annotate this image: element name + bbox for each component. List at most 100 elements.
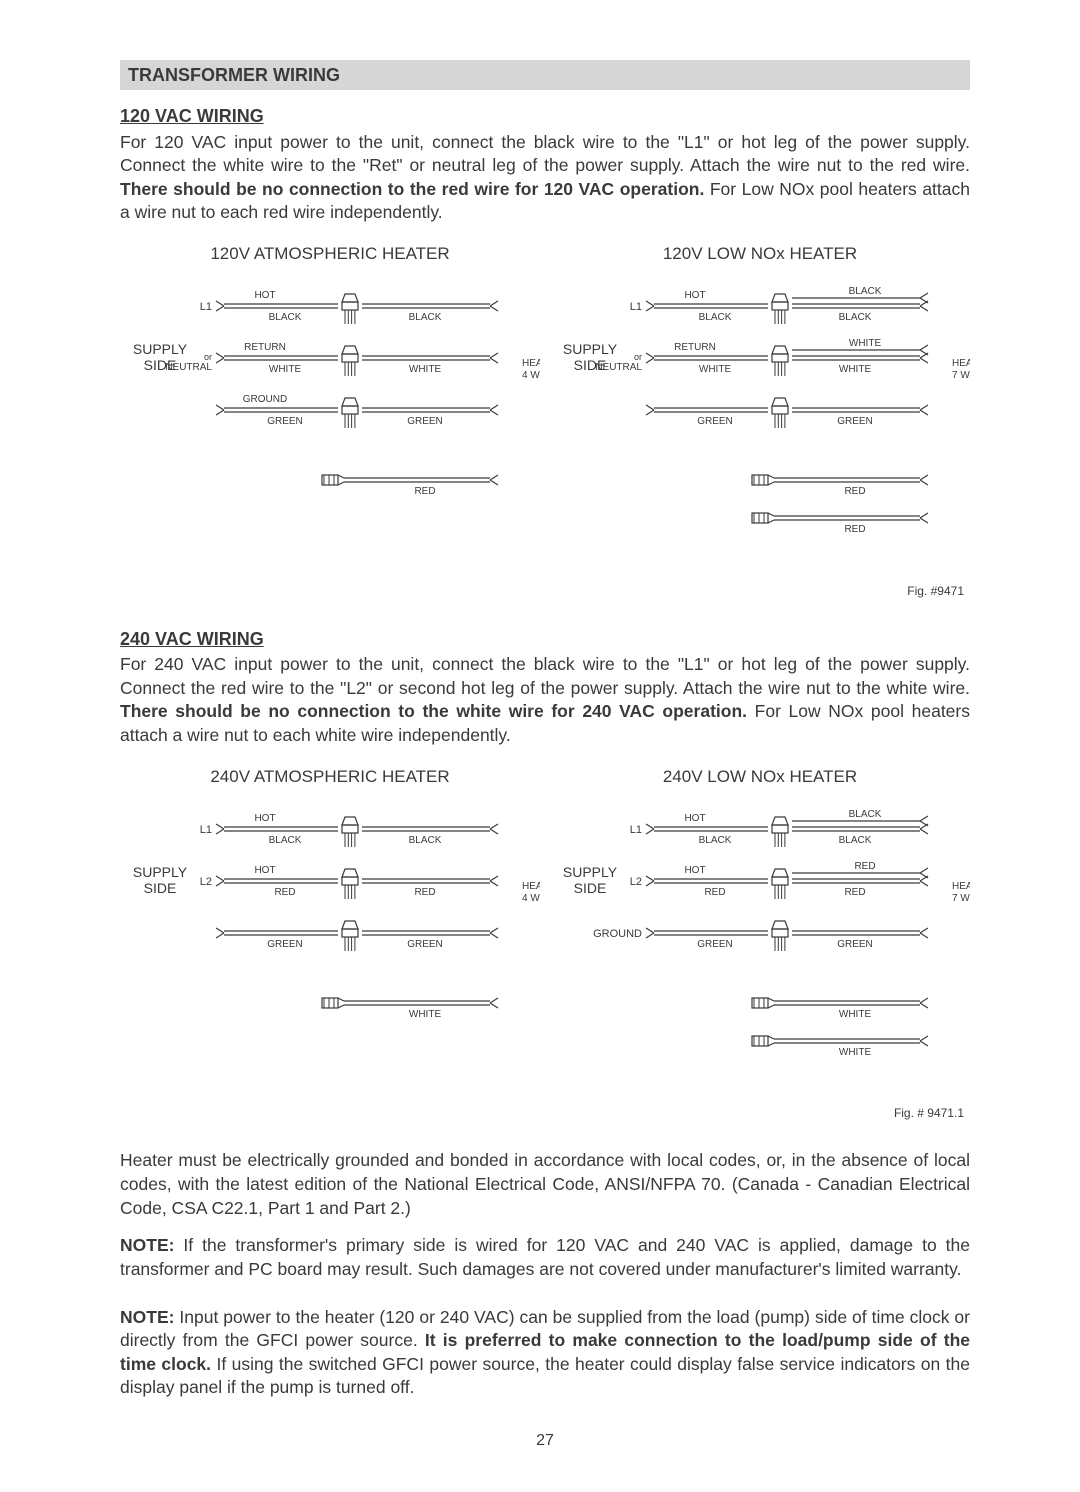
svg-text:RED: RED	[854, 861, 875, 872]
svg-text:BLACK: BLACK	[699, 835, 732, 846]
svg-text:WHITE: WHITE	[839, 1047, 872, 1058]
note-2: NOTE: Input power to the heater (120 or …	[120, 1306, 970, 1401]
svg-text:or: or	[634, 352, 642, 362]
svg-text:RETURN: RETURN	[674, 342, 716, 353]
svg-text:SUPPLY: SUPPLY	[563, 864, 618, 880]
t: If the transformer's primary side is wir…	[120, 1235, 970, 1279]
svg-text:4 WIRES: 4 WIRES	[522, 370, 540, 381]
wiring-diagram: SUPPLYSIDE HEATER7 WIRES L1 HOT BLACK BLACK BL…	[550, 799, 970, 1099]
svg-text:BLACK: BLACK	[409, 312, 442, 323]
wiring-diagram: SUPPLYSIDEHEATER7 WIRESL1HOTBLACKBLACKBL…	[550, 276, 970, 576]
wiring-diagram: SUPPLYSIDE HEATER4 WIRES L1 HOT BLACK BLACK L2…	[120, 799, 540, 1059]
section-header: TRANSFORMER WIRING	[120, 60, 970, 90]
svg-text:GREEN: GREEN	[267, 939, 303, 950]
svg-text:HOT: HOT	[254, 813, 275, 824]
svg-text:HOT: HOT	[684, 865, 705, 876]
wiring-diagram: SUPPLYSIDEHEATER4 WIRESL1HOTBLACKBLACKRE…	[120, 276, 540, 536]
svg-text:or: or	[204, 352, 212, 362]
svg-text:BLACK: BLACK	[269, 312, 302, 323]
diag-title: 240V ATMOSPHERIC HEATER	[120, 766, 540, 789]
svg-text:HOT: HOT	[254, 865, 275, 876]
diag-title: 120V LOW NOx HEATER	[550, 243, 970, 266]
svg-text:4 WIRES: 4 WIRES	[522, 893, 540, 904]
svg-text:HOT: HOT	[254, 290, 275, 301]
svg-text:RED: RED	[414, 887, 435, 898]
svg-text:BLACK: BLACK	[849, 286, 882, 297]
svg-text:RETURN: RETURN	[244, 342, 286, 353]
svg-text:GREEN: GREEN	[267, 416, 303, 427]
para-ground: Heater must be electrically grounded and…	[120, 1149, 970, 1220]
svg-text:BLACK: BLACK	[839, 312, 872, 323]
subheading-240: 240 VAC WIRING	[120, 627, 970, 651]
svg-text:SIDE: SIDE	[144, 880, 177, 896]
svg-text:BLACK: BLACK	[409, 835, 442, 846]
svg-text:GROUND: GROUND	[593, 928, 642, 940]
svg-text:L1: L1	[630, 824, 642, 836]
para-240: For 240 VAC input power to the unit, con…	[120, 653, 970, 748]
svg-text:SUPPLY: SUPPLY	[563, 341, 618, 357]
t: For 120 VAC input power to the unit, con…	[120, 132, 970, 176]
svg-text:GREEN: GREEN	[697, 416, 733, 427]
svg-text:L1: L1	[200, 824, 212, 836]
t-bold: There should be no connection to the whi…	[120, 701, 747, 721]
svg-text:GREEN: GREEN	[837, 939, 873, 950]
svg-text:BLACK: BLACK	[269, 835, 302, 846]
note-label: NOTE:	[120, 1307, 174, 1327]
svg-text:GROUND: GROUND	[243, 394, 287, 405]
svg-text:NEUTRAL: NEUTRAL	[595, 362, 642, 373]
note-label: NOTE:	[120, 1235, 174, 1255]
svg-text:RED: RED	[844, 486, 865, 497]
svg-text:SUPPLY: SUPPLY	[133, 341, 188, 357]
svg-text:BLACK: BLACK	[849, 809, 882, 820]
svg-text:RED: RED	[704, 887, 725, 898]
diag-120-atmos: 120V ATMOSPHERIC HEATER SUPPLYSIDEHEATER…	[120, 243, 540, 599]
svg-text:7 WIRES: 7 WIRES	[952, 370, 970, 381]
svg-text:SUPPLY: SUPPLY	[133, 864, 188, 880]
t: For 240 VAC input power to the unit, con…	[120, 654, 970, 698]
svg-text:HEATER: HEATER	[952, 358, 970, 369]
svg-text:RED: RED	[844, 887, 865, 898]
svg-text:L1: L1	[630, 301, 642, 313]
svg-text:GREEN: GREEN	[407, 939, 443, 950]
svg-text:L2: L2	[200, 876, 212, 888]
note-1: NOTE: If the transformer's primary side …	[120, 1234, 970, 1281]
svg-text:WHITE: WHITE	[849, 338, 882, 349]
svg-text:WHITE: WHITE	[269, 364, 302, 375]
svg-text:SIDE: SIDE	[574, 880, 607, 896]
svg-text:WHITE: WHITE	[839, 1009, 872, 1020]
svg-text:L2: L2	[630, 876, 642, 888]
figure-number: Fig. #9471	[550, 583, 970, 599]
svg-text:HEATER: HEATER	[952, 881, 970, 892]
svg-text:WHITE: WHITE	[409, 1009, 442, 1020]
svg-text:HOT: HOT	[684, 290, 705, 301]
diag-title: 240V LOW NOx HEATER	[550, 766, 970, 789]
svg-text:NEUTRAL: NEUTRAL	[165, 362, 212, 373]
svg-text:BLACK: BLACK	[699, 312, 732, 323]
diag-240-lownox: 240V LOW NOx HEATER SUPPLYSIDE HEATER7 WI…	[550, 766, 970, 1122]
svg-text:L1: L1	[200, 301, 212, 313]
svg-text:HEATER: HEATER	[522, 881, 540, 892]
svg-text:HOT: HOT	[684, 813, 705, 824]
diag-title: 120V ATMOSPHERIC HEATER	[120, 243, 540, 266]
svg-text:WHITE: WHITE	[409, 364, 442, 375]
svg-text:BLACK: BLACK	[839, 835, 872, 846]
svg-text:GREEN: GREEN	[407, 416, 443, 427]
svg-text:RED: RED	[274, 887, 295, 898]
diagrams-120: 120V ATMOSPHERIC HEATER SUPPLYSIDEHEATER…	[120, 243, 970, 599]
svg-text:7 WIRES: 7 WIRES	[952, 893, 970, 904]
figure-number: Fig. # 9471.1	[550, 1105, 970, 1121]
page-number: 27	[120, 1430, 970, 1452]
svg-text:WHITE: WHITE	[699, 364, 732, 375]
t: If using the switched GFCI power source,…	[120, 1354, 970, 1398]
svg-text:GREEN: GREEN	[697, 939, 733, 950]
svg-text:HEATER: HEATER	[522, 358, 540, 369]
svg-text:WHITE: WHITE	[839, 364, 872, 375]
subheading-120: 120 VAC WIRING	[120, 104, 970, 128]
diag-120-lownox: 120V LOW NOx HEATER SUPPLYSIDEHEATER7 WI…	[550, 243, 970, 599]
diag-240-atmos: 240V ATMOSPHERIC HEATER SUPPLYSIDE HEATER…	[120, 766, 540, 1122]
para-120: For 120 VAC input power to the unit, con…	[120, 131, 970, 226]
t-bold: There should be no connection to the red…	[120, 179, 704, 199]
svg-text:RED: RED	[414, 486, 435, 497]
svg-text:GREEN: GREEN	[837, 416, 873, 427]
svg-text:RED: RED	[844, 524, 865, 535]
